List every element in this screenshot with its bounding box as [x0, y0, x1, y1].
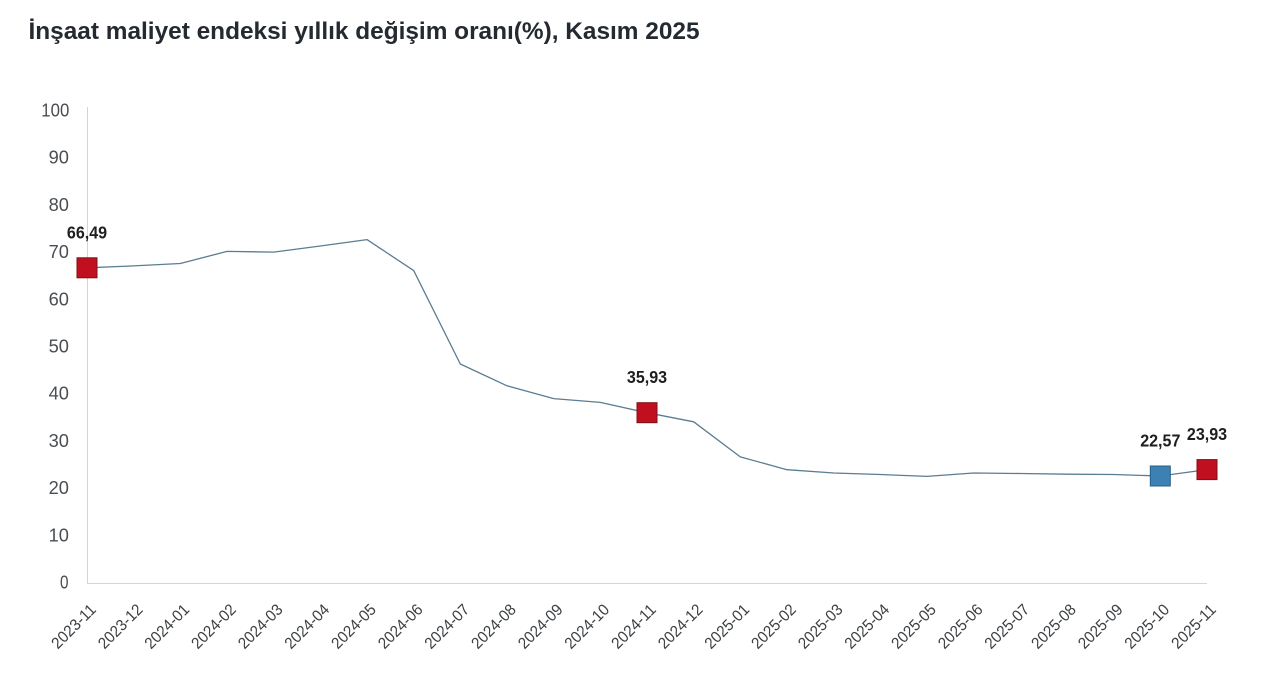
- svg-text:2024-06: 2024-06: [375, 601, 426, 652]
- svg-text:40: 40: [49, 383, 69, 404]
- svg-text:2024-05: 2024-05: [329, 601, 380, 652]
- svg-text:2025-08: 2025-08: [1029, 601, 1080, 652]
- svg-text:90: 90: [49, 147, 69, 168]
- svg-text:2025-07: 2025-07: [982, 601, 1033, 652]
- svg-text:2024-08: 2024-08: [469, 601, 520, 652]
- svg-text:2025-11: 2025-11: [1169, 601, 1220, 652]
- svg-text:2024-10: 2024-10: [562, 601, 613, 652]
- svg-text:70: 70: [49, 241, 69, 262]
- svg-text:35,93: 35,93: [627, 367, 667, 387]
- svg-text:2025-10: 2025-10: [1122, 601, 1173, 652]
- svg-text:2024-11: 2024-11: [609, 601, 660, 652]
- svg-text:2024-02: 2024-02: [189, 601, 240, 652]
- svg-text:0: 0: [60, 572, 69, 593]
- svg-text:2023-11: 2023-11: [49, 601, 100, 652]
- svg-text:66,49: 66,49: [67, 222, 107, 242]
- svg-text:80: 80: [49, 194, 69, 215]
- svg-text:2024-03: 2024-03: [235, 601, 286, 652]
- svg-text:23,93: 23,93: [1187, 424, 1227, 444]
- svg-text:2025-05: 2025-05: [889, 601, 940, 652]
- svg-text:22,57: 22,57: [1140, 431, 1180, 451]
- svg-text:10: 10: [49, 524, 69, 545]
- svg-text:100: 100: [41, 100, 69, 121]
- svg-text:2025-03: 2025-03: [795, 601, 846, 652]
- svg-text:2025-06: 2025-06: [935, 601, 986, 652]
- svg-text:2025-04: 2025-04: [842, 601, 893, 652]
- svg-text:2025-09: 2025-09: [1075, 601, 1126, 652]
- svg-text:2024-12: 2024-12: [655, 601, 706, 652]
- svg-text:2024-09: 2024-09: [515, 601, 566, 652]
- svg-text:2025-01: 2025-01: [702, 601, 753, 652]
- svg-text:50: 50: [49, 336, 69, 357]
- svg-text:2024-04: 2024-04: [282, 601, 333, 652]
- svg-text:2023-12: 2023-12: [95, 601, 146, 652]
- svg-text:20: 20: [49, 477, 69, 498]
- svg-text:60: 60: [49, 288, 69, 309]
- svg-text:2024-07: 2024-07: [422, 601, 473, 652]
- svg-text:30: 30: [49, 430, 69, 451]
- svg-text:2024-01: 2024-01: [142, 601, 193, 652]
- svg-text:2025-02: 2025-02: [749, 601, 800, 652]
